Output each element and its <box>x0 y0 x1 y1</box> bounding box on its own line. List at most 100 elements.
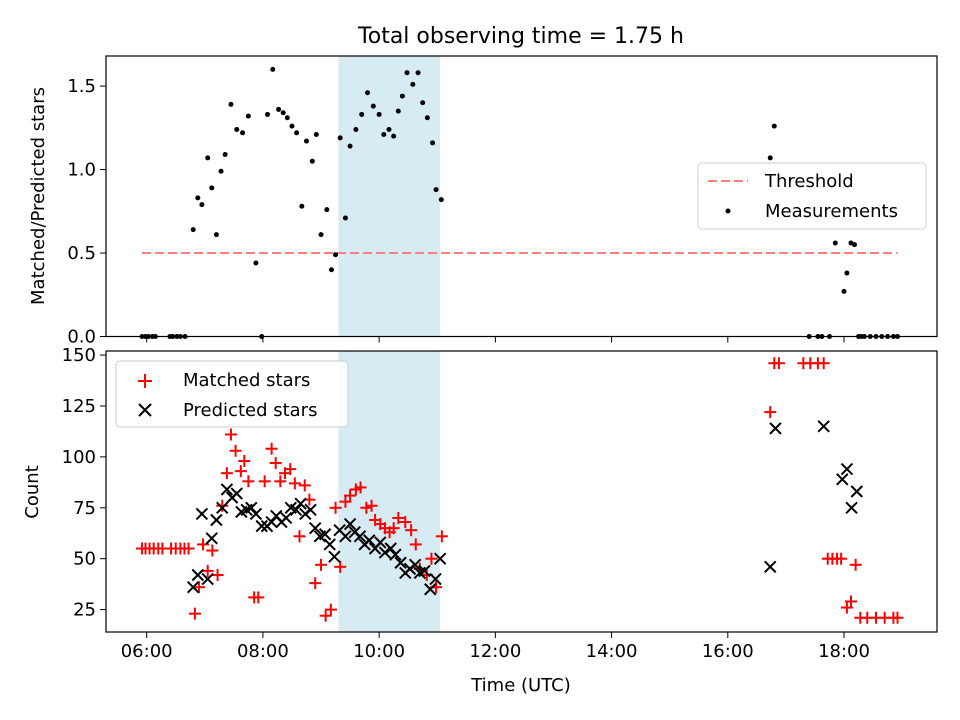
measurement-point <box>318 232 324 238</box>
bottom-panel: 25 50 75 100 125 150 06:00 08:00 10:00 12:00 14:0… <box>22 345 938 696</box>
matched-star-point <box>392 511 405 524</box>
measurement-point <box>218 168 224 174</box>
predicted-star-point <box>289 503 303 517</box>
predicted-star-point <box>318 528 332 541</box>
measurement-point <box>771 123 777 129</box>
measurement-point <box>381 131 387 137</box>
top-span <box>338 56 441 337</box>
matched-star-point <box>284 463 297 476</box>
measurement-point <box>205 155 211 161</box>
bottom-span <box>338 351 441 632</box>
measurement-point <box>404 70 410 76</box>
matched-star-point <box>339 495 352 508</box>
measurement-point <box>342 215 348 221</box>
matched-star-point <box>399 516 412 529</box>
predicted-star-point <box>418 564 431 578</box>
bottom-legend: Matched stars Predicted stars <box>115 360 349 428</box>
measurement-point <box>410 81 416 87</box>
measurement-point <box>359 111 365 117</box>
predicted-star-point <box>230 487 243 500</box>
matched-star-point <box>891 611 904 624</box>
x-tick-label: 06:00 <box>121 641 173 662</box>
predicted-star-point <box>201 572 214 586</box>
predicted-star-point <box>845 501 858 514</box>
measurement-point <box>399 93 405 99</box>
top-y-tick-label: 1.0 <box>67 160 96 181</box>
matched-star-point <box>201 564 214 577</box>
matched-star-point <box>238 454 251 467</box>
bottom-x-axis: 06:00 08:00 10:00 12:00 14:00 16:00 18:00 <box>121 632 870 662</box>
measurement-point <box>420 100 426 106</box>
measurement-point <box>313 131 319 137</box>
measurement-point <box>395 108 401 114</box>
predicted-star-point <box>343 517 357 531</box>
top-y-tick-label: 0.0 <box>67 327 96 348</box>
bottom-axes-frame <box>105 350 938 633</box>
predicted-star-point <box>850 485 864 498</box>
measurement-point <box>337 135 343 141</box>
x-tick-label: 08:00 <box>237 641 289 662</box>
matched-star-point <box>224 428 237 441</box>
measurement-point <box>433 187 439 193</box>
top-y-tick-label: 1.5 <box>67 76 96 97</box>
bottom-y-axis-label: Count <box>22 465 43 518</box>
matched-star-point <box>405 524 418 537</box>
measurement-point <box>199 202 205 208</box>
matched-star-point <box>435 530 448 543</box>
predicted-star-point <box>191 568 205 582</box>
matched-star-point <box>409 538 422 551</box>
bottom-y-axis: 25 50 75 100 125 150 <box>62 345 106 621</box>
measurement-point <box>333 252 339 258</box>
predicted-star-point <box>429 572 442 586</box>
predicted-star-point <box>384 542 397 555</box>
matched-star-point <box>298 479 311 492</box>
predicted-star-point <box>353 530 367 543</box>
measurement-point <box>299 203 305 209</box>
predicted-star-point <box>836 473 849 486</box>
predicted-star-point <box>210 513 223 527</box>
measurement-point <box>270 66 276 72</box>
bottom-y-tick-label: 100 <box>62 447 96 468</box>
measurement-point <box>347 143 353 149</box>
measurement-point <box>424 115 430 121</box>
legend-matched-label: Matched stars <box>183 370 310 391</box>
matched-star-point <box>269 456 282 469</box>
measurement-point <box>284 115 290 121</box>
measurement-point <box>253 260 259 266</box>
legend-measurements-swatch <box>725 208 731 214</box>
predicted-star-point <box>255 519 268 533</box>
predicted-star-point <box>817 420 830 433</box>
measurement-point <box>309 158 315 164</box>
top-legend-box <box>697 162 927 230</box>
matched-star-point <box>835 552 848 565</box>
measurement-point <box>195 195 201 201</box>
top-panel: 0.0 0.5 1.0 1.5 Matched/Predicted stars Thr… <box>28 55 938 348</box>
measurement-point <box>767 155 773 161</box>
legend-threshold-label: Threshold <box>764 171 854 192</box>
matched-star-point <box>206 544 219 557</box>
bottom-y-tick-label: 150 <box>62 345 96 366</box>
measurement-point <box>415 70 421 76</box>
predicted-star-point <box>249 507 263 521</box>
measurement-point <box>280 110 286 116</box>
matched-star-point <box>242 475 255 488</box>
measurement-point <box>190 227 196 233</box>
bottom-y-tick-label: 75 <box>73 498 96 519</box>
predicted-star-point <box>378 546 392 559</box>
measurement-point <box>234 126 240 132</box>
top-y-tick-label: 0.5 <box>67 243 96 264</box>
measurement-point <box>391 133 397 139</box>
matched-star-point <box>315 558 328 571</box>
predicted-star-point <box>220 483 234 496</box>
legend-measurements-label: Measurements <box>765 201 898 222</box>
measurement-point <box>430 140 436 146</box>
predicted-star-point <box>433 552 447 565</box>
x-tick-label: 10:00 <box>353 641 405 662</box>
matched-star-point <box>772 357 785 370</box>
matched-star-point <box>365 499 378 512</box>
bottom-y-tick-label: 50 <box>73 549 96 570</box>
bottom-y-tick-label: 25 <box>73 600 96 621</box>
measurement-point <box>213 232 219 238</box>
